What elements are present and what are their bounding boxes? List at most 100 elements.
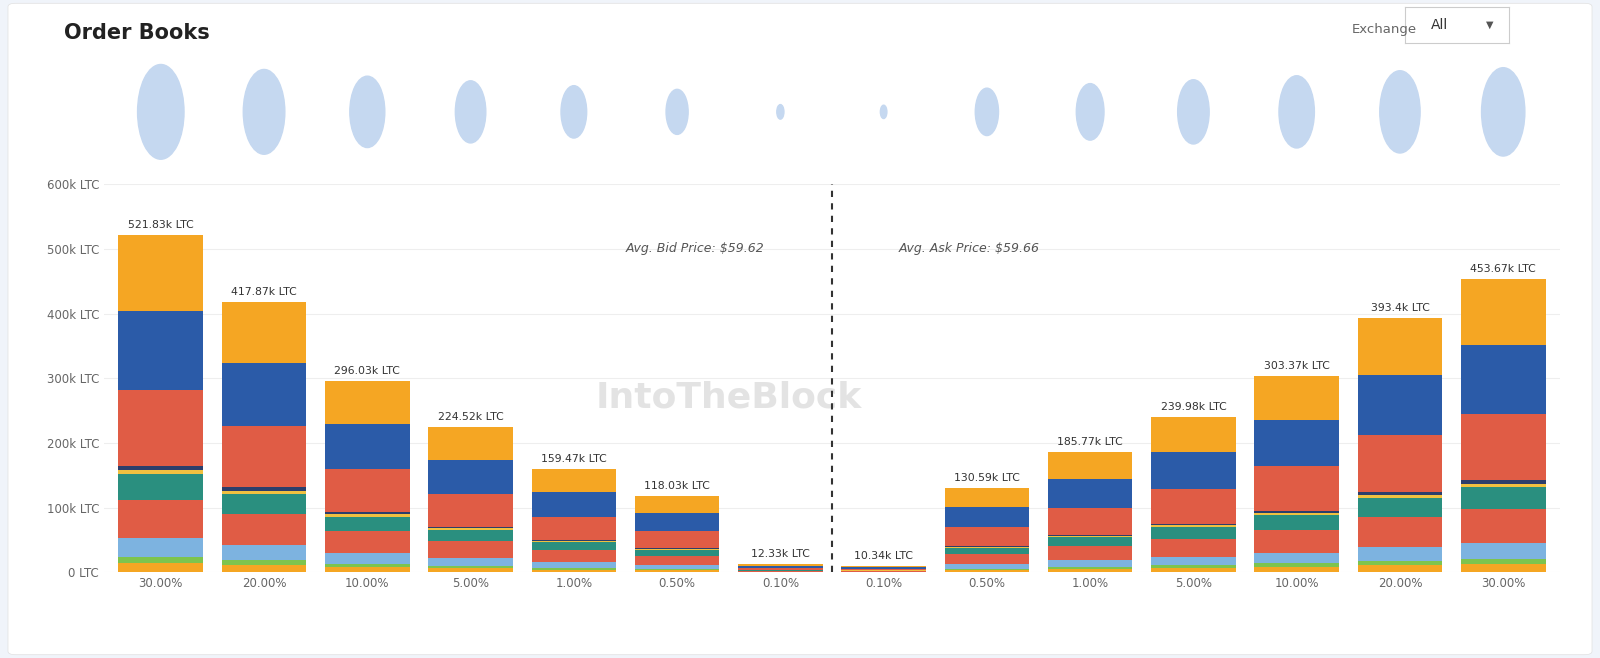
- Text: 303.37k LTC: 303.37k LTC: [1264, 361, 1330, 371]
- Text: 296.03k LTC: 296.03k LTC: [334, 366, 400, 376]
- Bar: [1048, 507, 1133, 534]
- Bar: [325, 553, 410, 564]
- Bar: [635, 496, 720, 513]
- Bar: [429, 558, 514, 566]
- Bar: [1254, 376, 1339, 420]
- Bar: [118, 538, 203, 557]
- Bar: [1048, 536, 1133, 538]
- Text: 159.47k LTC: 159.47k LTC: [541, 454, 606, 464]
- Bar: [1254, 530, 1339, 553]
- Bar: [531, 550, 616, 562]
- Bar: [1150, 524, 1235, 525]
- Bar: [635, 513, 720, 531]
- Text: IntoTheBlock: IntoTheBlock: [595, 381, 862, 415]
- Bar: [429, 427, 514, 460]
- Bar: [222, 302, 306, 363]
- Bar: [222, 490, 306, 494]
- Bar: [222, 514, 306, 545]
- Bar: [1358, 375, 1442, 435]
- Bar: [842, 567, 926, 569]
- Bar: [944, 507, 1029, 527]
- Ellipse shape: [1482, 68, 1525, 156]
- Bar: [1358, 498, 1442, 517]
- Bar: [1254, 553, 1339, 563]
- Bar: [1048, 569, 1133, 572]
- Bar: [1461, 543, 1546, 559]
- Bar: [531, 517, 616, 540]
- Bar: [944, 569, 1029, 570]
- Bar: [1150, 452, 1235, 489]
- Bar: [738, 570, 822, 572]
- Bar: [325, 512, 410, 515]
- Ellipse shape: [1077, 84, 1104, 140]
- Text: Avg. Ask Price: $59.66: Avg. Ask Price: $59.66: [899, 242, 1040, 255]
- Bar: [1461, 279, 1546, 345]
- Bar: [842, 569, 926, 570]
- Bar: [429, 526, 514, 528]
- Text: 417.87k LTC: 417.87k LTC: [230, 287, 298, 297]
- Text: 224.52k LTC: 224.52k LTC: [438, 412, 504, 422]
- Bar: [1150, 539, 1235, 557]
- Bar: [325, 517, 410, 531]
- Bar: [635, 570, 720, 572]
- Bar: [222, 426, 306, 488]
- Bar: [944, 527, 1029, 546]
- Bar: [1150, 525, 1235, 527]
- Bar: [429, 566, 514, 569]
- Bar: [1254, 563, 1339, 567]
- Bar: [1048, 561, 1133, 567]
- Bar: [118, 235, 203, 311]
- Bar: [1358, 495, 1442, 498]
- Bar: [531, 492, 616, 517]
- Bar: [429, 494, 514, 526]
- Text: Avg. Bid Price: $59.62: Avg. Bid Price: $59.62: [626, 242, 765, 255]
- Ellipse shape: [138, 64, 184, 159]
- Bar: [531, 562, 616, 568]
- Bar: [944, 548, 1029, 554]
- Bar: [429, 528, 514, 530]
- Ellipse shape: [1379, 70, 1421, 153]
- Bar: [429, 541, 514, 558]
- Bar: [1461, 484, 1546, 487]
- Bar: [635, 565, 720, 569]
- Bar: [531, 570, 616, 572]
- Bar: [1048, 547, 1133, 561]
- Bar: [222, 565, 306, 572]
- Bar: [1461, 559, 1546, 565]
- Bar: [1048, 479, 1133, 507]
- Bar: [1254, 513, 1339, 515]
- Bar: [1254, 420, 1339, 467]
- Ellipse shape: [776, 105, 784, 119]
- Bar: [1461, 414, 1546, 480]
- Bar: [1150, 417, 1235, 452]
- Bar: [738, 568, 822, 570]
- Ellipse shape: [243, 70, 285, 154]
- Ellipse shape: [880, 105, 886, 118]
- Bar: [842, 566, 926, 567]
- Ellipse shape: [1278, 76, 1314, 148]
- Bar: [222, 545, 306, 560]
- Text: 239.98k LTC: 239.98k LTC: [1160, 402, 1226, 412]
- Bar: [1358, 547, 1442, 561]
- Bar: [1048, 534, 1133, 536]
- Bar: [738, 567, 822, 568]
- Bar: [118, 557, 203, 563]
- Text: Order Books: Order Books: [64, 23, 210, 43]
- Bar: [842, 571, 926, 572]
- Bar: [944, 554, 1029, 564]
- Bar: [1254, 567, 1339, 572]
- Bar: [1461, 345, 1546, 414]
- Bar: [118, 474, 203, 499]
- Bar: [531, 542, 616, 550]
- Bar: [635, 569, 720, 570]
- Ellipse shape: [666, 89, 688, 134]
- Text: 453.67k LTC: 453.67k LTC: [1470, 264, 1536, 274]
- Bar: [325, 567, 410, 572]
- Bar: [1461, 480, 1546, 484]
- Text: Exchange: Exchange: [1352, 23, 1418, 36]
- Bar: [738, 565, 822, 567]
- Bar: [325, 424, 410, 469]
- Bar: [118, 499, 203, 538]
- Bar: [944, 570, 1029, 572]
- Bar: [1358, 561, 1442, 565]
